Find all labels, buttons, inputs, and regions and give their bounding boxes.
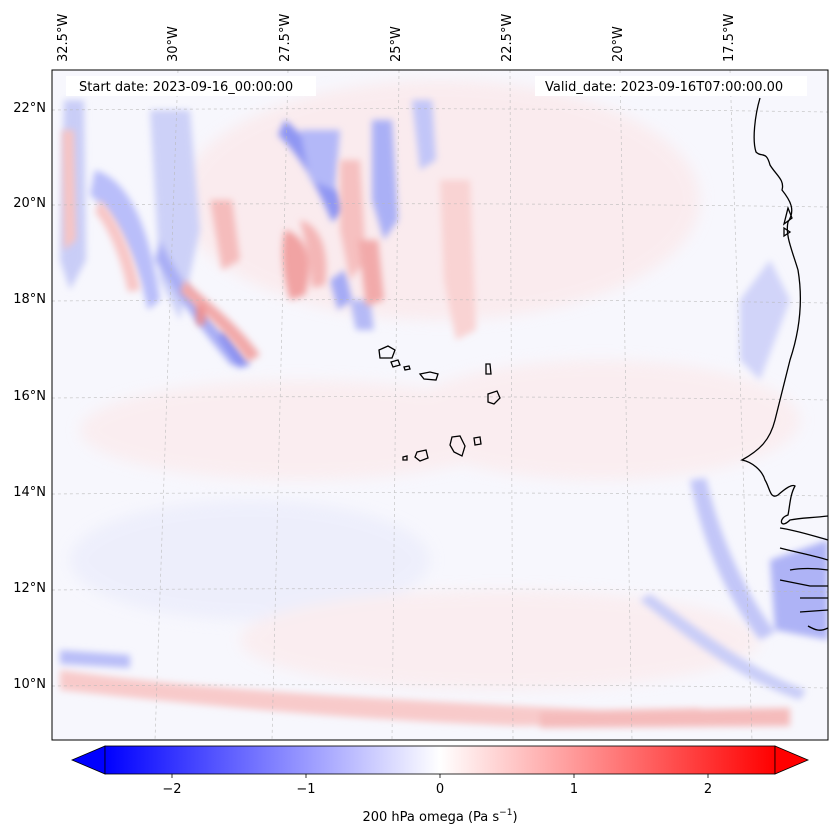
map-frame [51, 69, 829, 741]
lat-label: 18°N [13, 292, 46, 307]
map-panel: Start date: 2023-09-16_00:00:00 Valid_da… [51, 69, 829, 741]
coastline [740, 97, 828, 631]
graticule [52, 70, 828, 740]
colorbar-extend-high [774, 745, 810, 775]
latitude-labels: 22°N 20°N 18°N 16°N 14°N 12°N 10°N [13, 101, 46, 692]
colorbar-tick-label: 2 [704, 782, 712, 797]
lon-label: 25°W [389, 26, 404, 62]
africa-coast [740, 97, 828, 525]
lat-label: 12°N [13, 581, 46, 596]
colorbar-gradient [104, 745, 776, 775]
colorbar-tick-label: 1 [570, 782, 578, 797]
colorbar-title: 200 hPa omega (Pa s−1) [362, 808, 517, 825]
lon-label: 30°W [166, 26, 181, 62]
colorbar-ticks [171, 774, 709, 778]
lat-label: 22°N [13, 101, 46, 116]
lon-label: 32.5°W [56, 14, 71, 62]
colorbar-extend-low [70, 745, 106, 775]
lon-label: 17.5°W [722, 14, 737, 62]
lat-label: 14°N [13, 485, 46, 500]
colorbar-title-main: 200 hPa omega (Pa s [362, 810, 499, 825]
start-date-label: Start date: 2023-09-16_00:00:00 [79, 80, 293, 95]
colorbar-title-sup: −1 [499, 808, 512, 818]
colorbar-title-end: ) [512, 810, 517, 825]
start-date-box [66, 76, 316, 96]
lat-label: 20°N [13, 196, 46, 211]
colorbar-tick-label: −1 [296, 782, 315, 797]
valid-date-label: Valid_date: 2023-09-16T07:00:00.00 [545, 80, 783, 95]
valid-date-box [535, 76, 807, 96]
colorbar-tick-label: −2 [162, 782, 181, 797]
longitude-labels: 32.5°W 30°W 27.5°W 25°W 22.5°W 20°W 17.5… [56, 14, 737, 62]
cape-verde-islands [378, 345, 501, 462]
lon-label: 20°W [611, 26, 626, 62]
lat-label: 10°N [13, 677, 46, 692]
colorbar: −2 −1 0 1 2 200 hPa omega (Pa s−1) [70, 745, 810, 825]
omega-field [60, 80, 828, 728]
lon-label: 27.5°W [278, 14, 293, 62]
lat-label: 16°N [13, 389, 46, 404]
colorbar-tick-label: 0 [436, 782, 444, 797]
lon-label: 22.5°W [500, 14, 515, 62]
